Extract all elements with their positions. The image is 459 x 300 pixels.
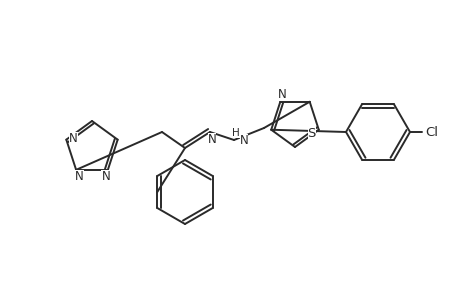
Text: N: N xyxy=(207,133,216,146)
Text: N: N xyxy=(69,132,78,145)
Text: N: N xyxy=(277,88,286,101)
Text: Cl: Cl xyxy=(425,125,437,139)
Text: N: N xyxy=(101,170,110,183)
Text: N: N xyxy=(75,170,84,183)
Text: N: N xyxy=(239,134,248,146)
Text: S: S xyxy=(307,127,315,140)
Text: H: H xyxy=(232,128,239,138)
